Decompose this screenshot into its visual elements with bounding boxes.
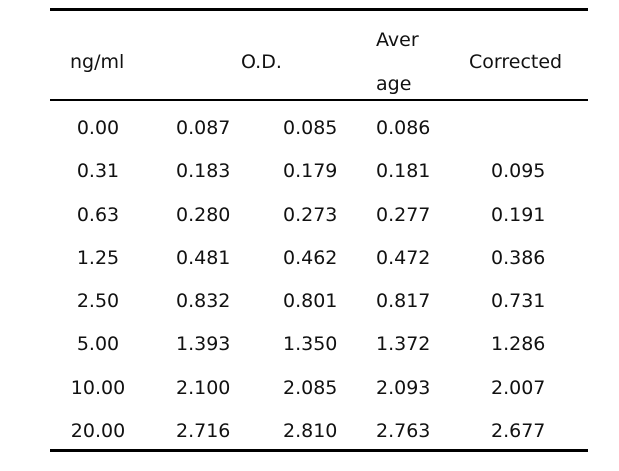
cell-corrected: 2.007 xyxy=(491,376,546,399)
cell-corrected: 0.191 xyxy=(491,203,546,226)
cell-od-1: 0.183 xyxy=(176,160,231,183)
cell-concentration: 20.00 xyxy=(70,420,126,443)
cell-od-1: 2.716 xyxy=(176,420,231,443)
cell-od-1: 1.393 xyxy=(176,333,231,356)
cell-od-2: 0.179 xyxy=(283,160,338,183)
cell-average: 0.817 xyxy=(376,290,431,313)
cell-concentration: 1.25 xyxy=(76,246,120,269)
table-row: 1.25 0.481 0.462 0.472 0.386 xyxy=(50,237,588,280)
table-row: 0.63 0.280 0.273 0.277 0.191 xyxy=(50,194,588,237)
cell-od-2: 0.801 xyxy=(283,290,338,313)
cell-od-1: 2.100 xyxy=(176,376,231,399)
cell-od-2: 1.350 xyxy=(283,333,338,356)
cell-od-2: 0.462 xyxy=(283,246,338,269)
cell-od-1: 0.087 xyxy=(176,117,231,139)
cell-corrected: 0.386 xyxy=(491,246,546,269)
cell-average: 2.093 xyxy=(376,376,431,399)
table-row: 20.00 2.716 2.810 2.763 2.677 xyxy=(50,410,588,453)
cell-average: 0.181 xyxy=(376,160,431,183)
cell-corrected: 2.677 xyxy=(491,420,546,443)
cell-average: 0.277 xyxy=(376,203,431,226)
table-row: 5.00 1.393 1.350 1.372 1.286 xyxy=(50,323,588,366)
header-corrected: Corrected xyxy=(469,51,563,73)
cell-od-2: 2.085 xyxy=(283,376,338,399)
cell-concentration: 10.00 xyxy=(70,376,126,399)
header-average-line1: Aver xyxy=(376,29,419,51)
cell-od-2: 0.273 xyxy=(283,203,338,226)
cell-od-1: 0.280 xyxy=(176,203,231,226)
table-row: 2.50 0.832 0.801 0.817 0.731 xyxy=(50,280,588,323)
cell-concentration: 0.63 xyxy=(76,203,120,226)
header-concentration: ng/ml xyxy=(70,51,125,73)
table-row: 0.00 0.087 0.085 0.086 xyxy=(50,107,588,150)
cell-corrected: 0.095 xyxy=(491,160,546,183)
table-top-rule xyxy=(50,8,588,11)
cell-concentration: 0.00 xyxy=(76,117,120,139)
cell-concentration: 0.31 xyxy=(76,160,120,183)
cell-concentration: 5.00 xyxy=(76,333,120,356)
cell-corrected: 0.731 xyxy=(491,290,546,313)
cell-average: 2.763 xyxy=(376,420,431,443)
cell-concentration: 2.50 xyxy=(76,290,120,313)
cell-od-2: 0.085 xyxy=(283,117,338,139)
table-row: 0.31 0.183 0.179 0.181 0.095 xyxy=(50,150,588,193)
table-body: 0.00 0.087 0.085 0.086 0.31 0.183 0.179 … xyxy=(50,107,588,453)
cell-od-1: 0.481 xyxy=(176,246,231,269)
cell-average: 0.086 xyxy=(376,117,431,139)
cell-average: 0.472 xyxy=(376,246,431,269)
header-od: O.D. xyxy=(241,51,282,73)
cell-average: 1.372 xyxy=(376,333,431,356)
cell-corrected: 1.286 xyxy=(491,333,546,356)
header-average-line2: age xyxy=(376,73,412,95)
cell-od-2: 2.810 xyxy=(283,420,338,443)
table-bottom-rule xyxy=(50,449,588,452)
table-row: 10.00 2.100 2.085 2.093 2.007 xyxy=(50,367,588,410)
table-header-rule xyxy=(50,99,588,101)
cell-od-1: 0.832 xyxy=(176,290,231,313)
